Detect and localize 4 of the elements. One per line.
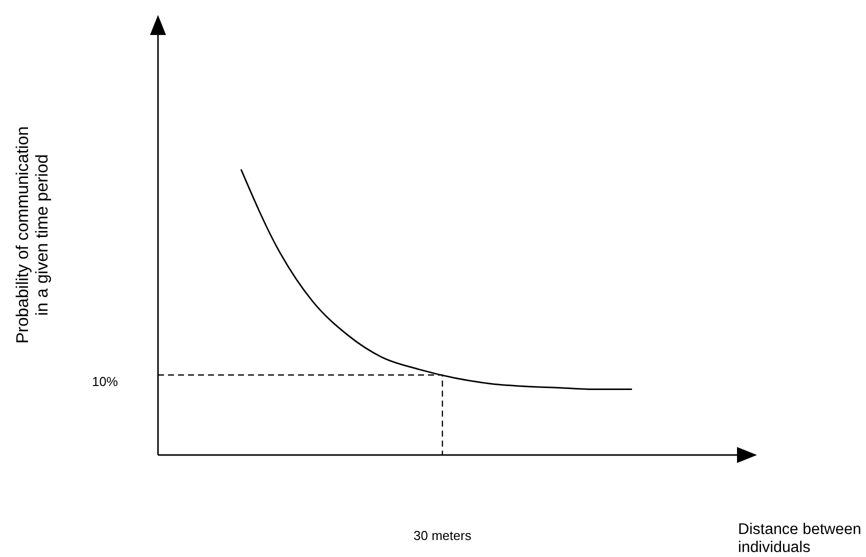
text: 30 meters	[414, 528, 472, 543]
text: Probability of communication in a given time period	[13, 126, 52, 344]
text: Distance between individuals	[738, 521, 862, 556]
text: 10%	[92, 374, 118, 389]
